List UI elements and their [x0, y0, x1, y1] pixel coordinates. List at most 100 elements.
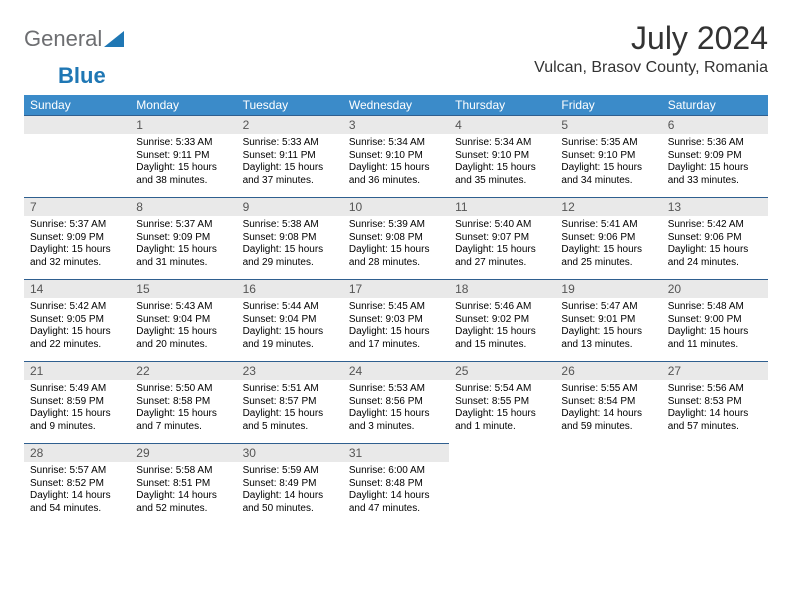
calendar-cell: 21Sunrise: 5:49 AMSunset: 8:59 PMDayligh…	[24, 361, 130, 443]
calendar-cell: 30Sunrise: 5:59 AMSunset: 8:49 PMDayligh…	[237, 443, 343, 525]
day-details: Sunrise: 5:34 AMSunset: 9:10 PMDaylight:…	[449, 134, 555, 193]
calendar-cell: 5Sunrise: 5:35 AMSunset: 9:10 PMDaylight…	[555, 115, 661, 197]
day-number: 4	[449, 115, 555, 134]
day-number: 9	[237, 197, 343, 216]
day-details: Sunrise: 5:36 AMSunset: 9:09 PMDaylight:…	[662, 134, 768, 193]
calendar-cell: 4Sunrise: 5:34 AMSunset: 9:10 PMDaylight…	[449, 115, 555, 197]
day-number: 24	[343, 361, 449, 380]
logo-text-1: General	[24, 26, 102, 52]
weekday-header: Friday	[555, 95, 661, 115]
calendar-week-row: 14Sunrise: 5:42 AMSunset: 9:05 PMDayligh…	[24, 279, 768, 361]
calendar-cell: 14Sunrise: 5:42 AMSunset: 9:05 PMDayligh…	[24, 279, 130, 361]
day-details: Sunrise: 6:00 AMSunset: 8:48 PMDaylight:…	[343, 462, 449, 521]
calendar-cell	[449, 443, 555, 525]
day-number: 22	[130, 361, 236, 380]
day-details: Sunrise: 5:33 AMSunset: 9:11 PMDaylight:…	[237, 134, 343, 193]
day-number: 30	[237, 443, 343, 462]
calendar-body: 1Sunrise: 5:33 AMSunset: 9:11 PMDaylight…	[24, 115, 768, 525]
calendar-cell: 13Sunrise: 5:42 AMSunset: 9:06 PMDayligh…	[662, 197, 768, 279]
day-number: 20	[662, 279, 768, 298]
day-details: Sunrise: 5:41 AMSunset: 9:06 PMDaylight:…	[555, 216, 661, 275]
day-details: Sunrise: 5:40 AMSunset: 9:07 PMDaylight:…	[449, 216, 555, 275]
calendar-week-row: 21Sunrise: 5:49 AMSunset: 8:59 PMDayligh…	[24, 361, 768, 443]
weekday-header: Tuesday	[237, 95, 343, 115]
day-details: Sunrise: 5:43 AMSunset: 9:04 PMDaylight:…	[130, 298, 236, 357]
calendar-week-row: 1Sunrise: 5:33 AMSunset: 9:11 PMDaylight…	[24, 115, 768, 197]
day-details: Sunrise: 5:57 AMSunset: 8:52 PMDaylight:…	[24, 462, 130, 521]
calendar-cell: 31Sunrise: 6:00 AMSunset: 8:48 PMDayligh…	[343, 443, 449, 525]
calendar-cell: 24Sunrise: 5:53 AMSunset: 8:56 PMDayligh…	[343, 361, 449, 443]
day-details: Sunrise: 5:46 AMSunset: 9:02 PMDaylight:…	[449, 298, 555, 357]
day-details: Sunrise: 5:38 AMSunset: 9:08 PMDaylight:…	[237, 216, 343, 275]
day-details: Sunrise: 5:54 AMSunset: 8:55 PMDaylight:…	[449, 380, 555, 439]
logo-line2: Blue	[58, 63, 792, 89]
calendar-table: SundayMondayTuesdayWednesdayThursdayFrid…	[24, 95, 768, 525]
day-number: 3	[343, 115, 449, 134]
day-number: 26	[555, 361, 661, 380]
day-number: 21	[24, 361, 130, 380]
weekday-header: Monday	[130, 95, 236, 115]
day-details: Sunrise: 5:50 AMSunset: 8:58 PMDaylight:…	[130, 380, 236, 439]
day-number: 25	[449, 361, 555, 380]
calendar-cell: 2Sunrise: 5:33 AMSunset: 9:11 PMDaylight…	[237, 115, 343, 197]
calendar-cell: 23Sunrise: 5:51 AMSunset: 8:57 PMDayligh…	[237, 361, 343, 443]
day-details: Sunrise: 5:37 AMSunset: 9:09 PMDaylight:…	[24, 216, 130, 275]
calendar-cell	[24, 115, 130, 197]
day-details: Sunrise: 5:58 AMSunset: 8:51 PMDaylight:…	[130, 462, 236, 521]
day-number: 2	[237, 115, 343, 134]
day-details: Sunrise: 5:34 AMSunset: 9:10 PMDaylight:…	[343, 134, 449, 193]
day-details: Sunrise: 5:44 AMSunset: 9:04 PMDaylight:…	[237, 298, 343, 357]
logo-text-2: Blue	[58, 63, 106, 88]
calendar-week-row: 7Sunrise: 5:37 AMSunset: 9:09 PMDaylight…	[24, 197, 768, 279]
day-number: 14	[24, 279, 130, 298]
calendar-cell: 7Sunrise: 5:37 AMSunset: 9:09 PMDaylight…	[24, 197, 130, 279]
day-number: 15	[130, 279, 236, 298]
day-number: 23	[237, 361, 343, 380]
day-details: Sunrise: 5:59 AMSunset: 8:49 PMDaylight:…	[237, 462, 343, 521]
day-details: Sunrise: 5:48 AMSunset: 9:00 PMDaylight:…	[662, 298, 768, 357]
day-number: 7	[24, 197, 130, 216]
day-details: Sunrise: 5:53 AMSunset: 8:56 PMDaylight:…	[343, 380, 449, 439]
calendar-week-row: 28Sunrise: 5:57 AMSunset: 8:52 PMDayligh…	[24, 443, 768, 525]
day-details: Sunrise: 5:56 AMSunset: 8:53 PMDaylight:…	[662, 380, 768, 439]
day-details: Sunrise: 5:33 AMSunset: 9:11 PMDaylight:…	[130, 134, 236, 193]
day-details: Sunrise: 5:55 AMSunset: 8:54 PMDaylight:…	[555, 380, 661, 439]
calendar-cell: 17Sunrise: 5:45 AMSunset: 9:03 PMDayligh…	[343, 279, 449, 361]
day-number: 16	[237, 279, 343, 298]
day-number: 31	[343, 443, 449, 462]
day-number: 10	[343, 197, 449, 216]
day-number: 17	[343, 279, 449, 298]
logo-triangle-icon	[104, 31, 124, 47]
day-number: 8	[130, 197, 236, 216]
day-details: Sunrise: 5:39 AMSunset: 9:08 PMDaylight:…	[343, 216, 449, 275]
calendar-cell: 19Sunrise: 5:47 AMSunset: 9:01 PMDayligh…	[555, 279, 661, 361]
day-details: Sunrise: 5:45 AMSunset: 9:03 PMDaylight:…	[343, 298, 449, 357]
day-number: 6	[662, 115, 768, 134]
day-number: 29	[130, 443, 236, 462]
day-number: 19	[555, 279, 661, 298]
calendar-cell	[662, 443, 768, 525]
calendar-cell: 6Sunrise: 5:36 AMSunset: 9:09 PMDaylight…	[662, 115, 768, 197]
day-details: Sunrise: 5:51 AMSunset: 8:57 PMDaylight:…	[237, 380, 343, 439]
day-number: 27	[662, 361, 768, 380]
calendar-cell: 9Sunrise: 5:38 AMSunset: 9:08 PMDaylight…	[237, 197, 343, 279]
calendar-cell: 20Sunrise: 5:48 AMSunset: 9:00 PMDayligh…	[662, 279, 768, 361]
day-number: 28	[24, 443, 130, 462]
day-number: 12	[555, 197, 661, 216]
calendar-cell: 1Sunrise: 5:33 AMSunset: 9:11 PMDaylight…	[130, 115, 236, 197]
calendar-cell: 25Sunrise: 5:54 AMSunset: 8:55 PMDayligh…	[449, 361, 555, 443]
day-details: Sunrise: 5:35 AMSunset: 9:10 PMDaylight:…	[555, 134, 661, 193]
day-number: 1	[130, 115, 236, 134]
calendar-cell	[555, 443, 661, 525]
calendar-cell: 26Sunrise: 5:55 AMSunset: 8:54 PMDayligh…	[555, 361, 661, 443]
calendar-cell: 12Sunrise: 5:41 AMSunset: 9:06 PMDayligh…	[555, 197, 661, 279]
calendar-cell: 18Sunrise: 5:46 AMSunset: 9:02 PMDayligh…	[449, 279, 555, 361]
calendar-cell: 29Sunrise: 5:58 AMSunset: 8:51 PMDayligh…	[130, 443, 236, 525]
logo: General	[24, 26, 124, 52]
empty-day-header	[24, 115, 130, 134]
calendar-cell: 22Sunrise: 5:50 AMSunset: 8:58 PMDayligh…	[130, 361, 236, 443]
weekday-header: Saturday	[662, 95, 768, 115]
calendar-cell: 15Sunrise: 5:43 AMSunset: 9:04 PMDayligh…	[130, 279, 236, 361]
day-details: Sunrise: 5:37 AMSunset: 9:09 PMDaylight:…	[130, 216, 236, 275]
day-details: Sunrise: 5:42 AMSunset: 9:06 PMDaylight:…	[662, 216, 768, 275]
